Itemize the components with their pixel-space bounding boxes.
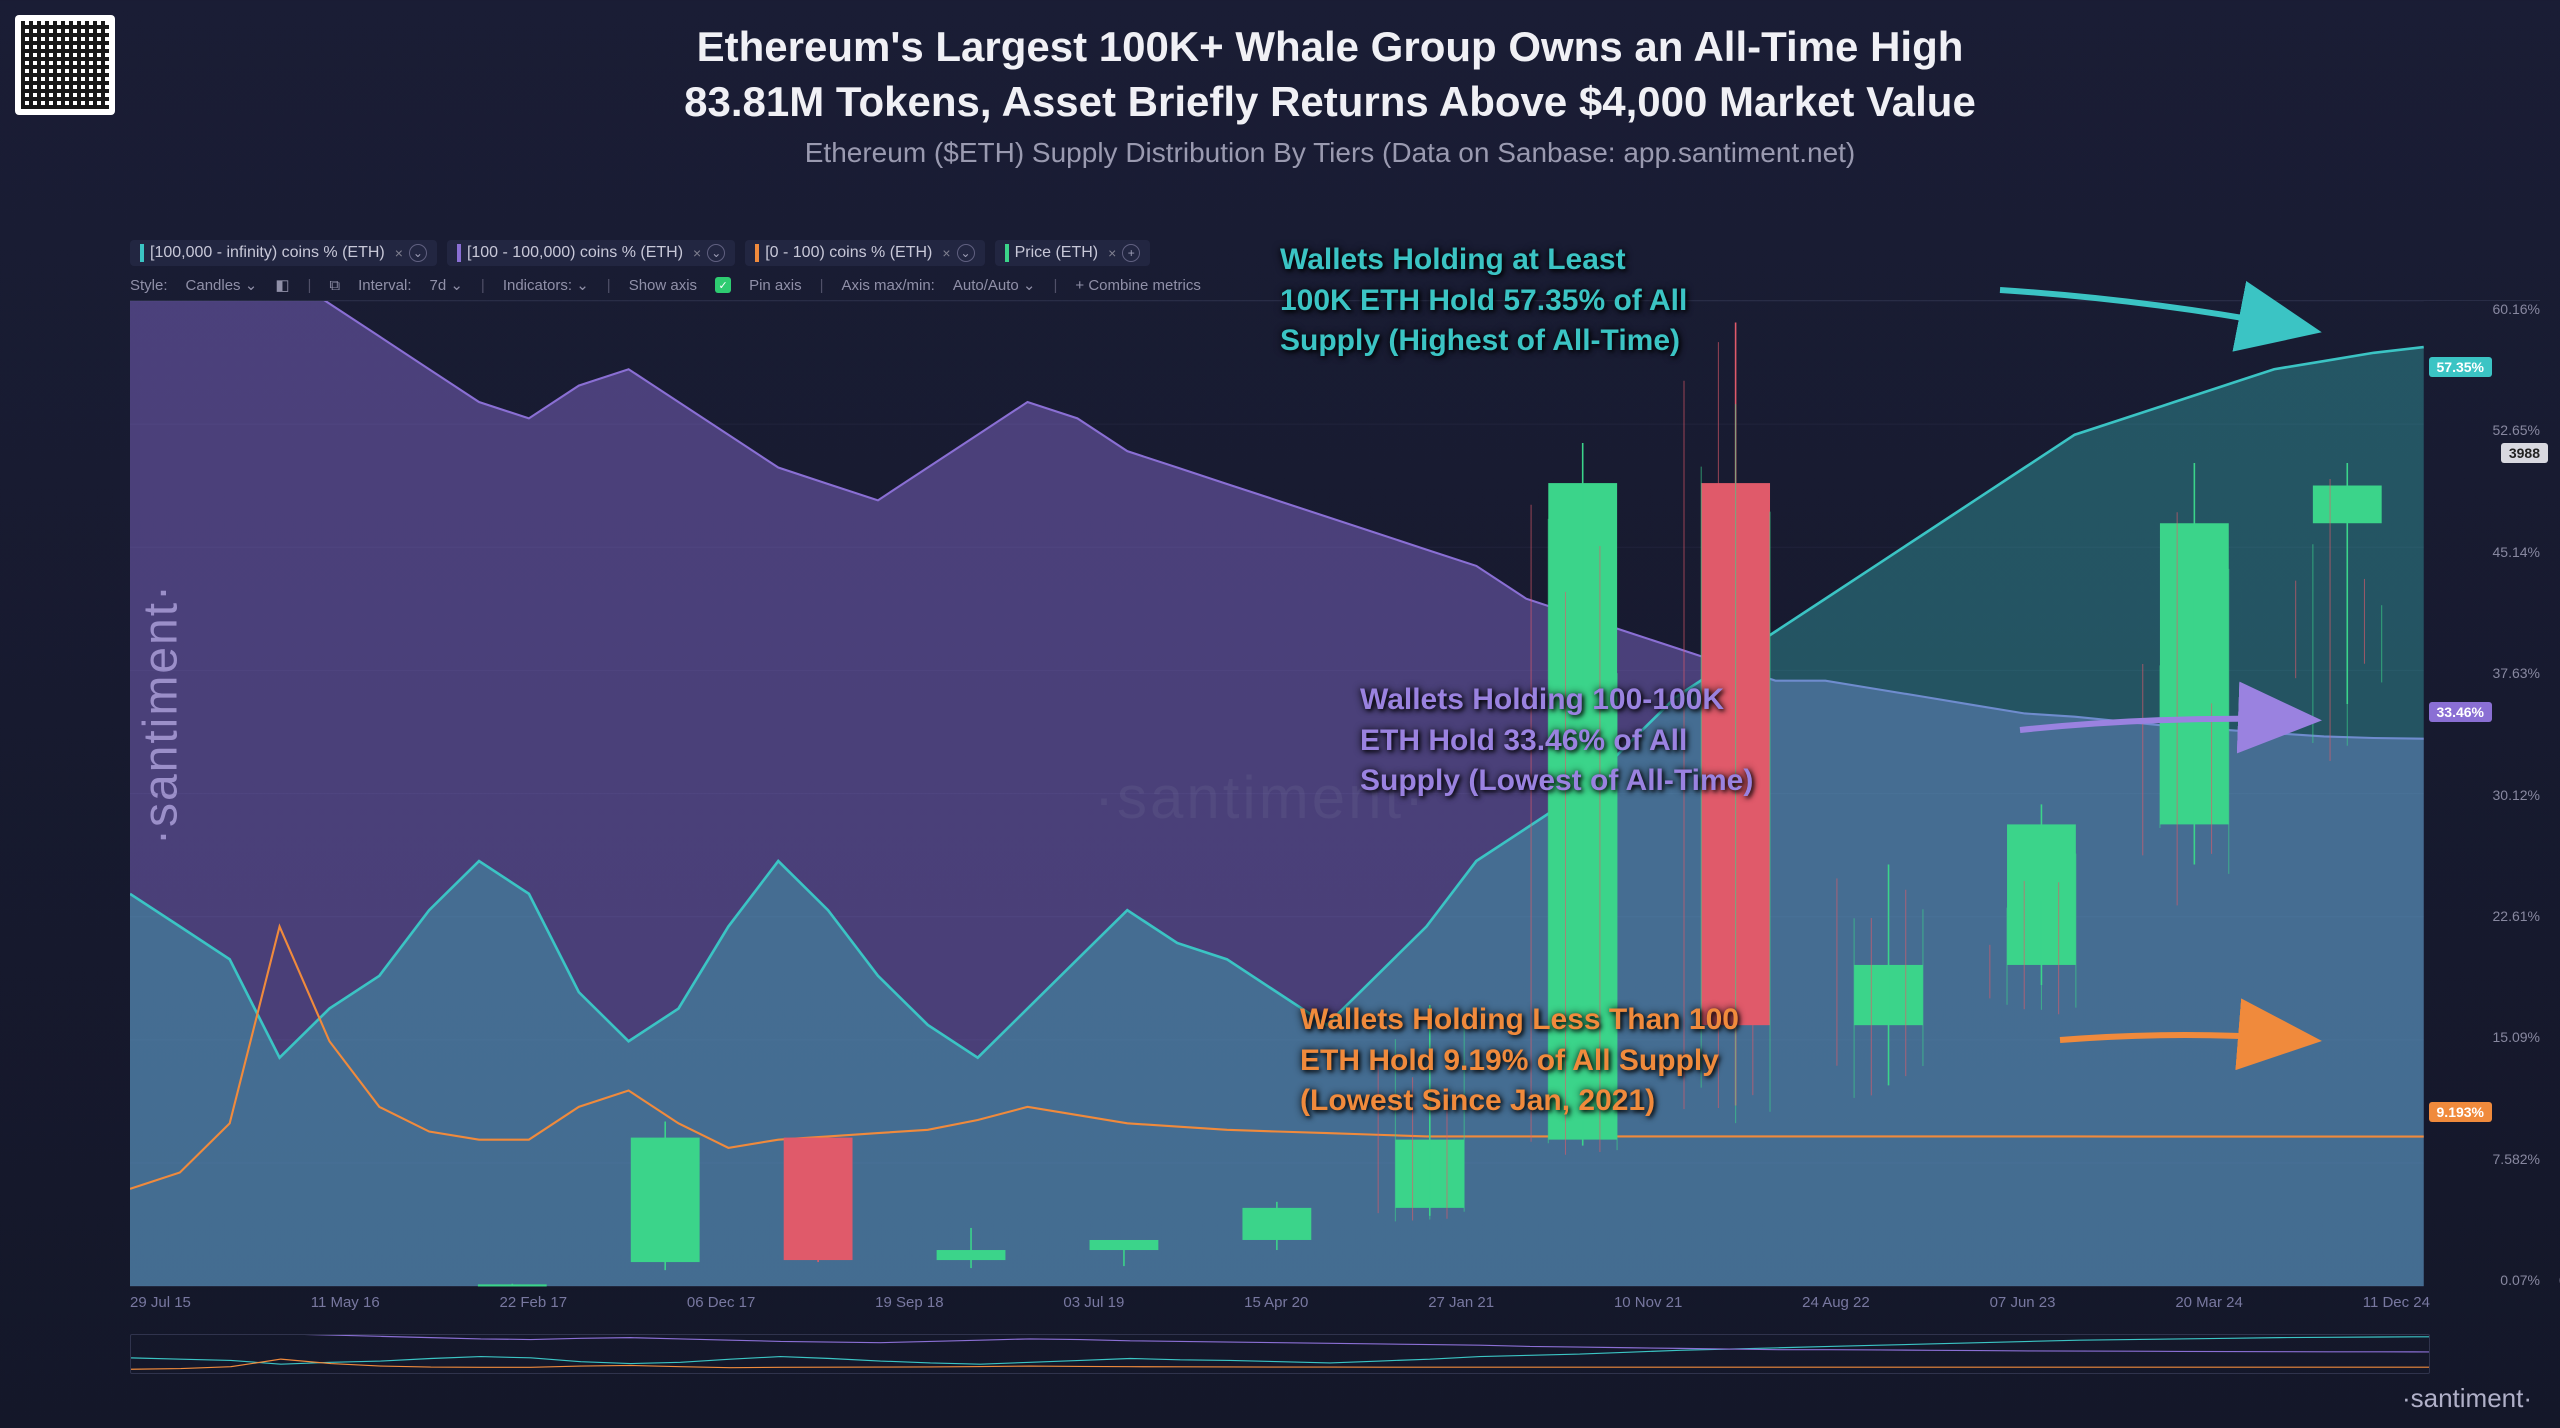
title-line-1: Ethereum's Largest 100K+ Whale Group Own… <box>140 20 2520 75</box>
swatch-icon <box>140 244 144 262</box>
badge-tier2: 33.46% <box>2429 702 2492 722</box>
expand-icon[interactable]: + <box>1122 244 1140 262</box>
swatch-icon <box>755 244 759 262</box>
annotation-tier2: Wallets Holding 100-100KETH Hold 33.46% … <box>1360 680 1753 802</box>
chart-container: [100,000 - infinity) coins % (ETH) × ⌄ [… <box>130 240 2540 1398</box>
title-line-2: 83.81M Tokens, Asset Briefly Returns Abo… <box>140 75 2520 130</box>
axis-minmax-label: Axis max/min: <box>842 277 935 294</box>
style-label: Style: <box>130 277 168 294</box>
close-icon[interactable]: × <box>693 245 701 261</box>
legend-label: [100 - 100,000) coins % (ETH) <box>467 244 683 262</box>
legend-label: [100,000 - infinity) coins % (ETH) <box>150 244 385 262</box>
expand-icon[interactable]: ⌄ <box>707 244 725 262</box>
close-icon[interactable]: × <box>395 245 403 261</box>
expand-icon[interactable]: ⌄ <box>957 244 975 262</box>
annotation-tier3: Wallets Holding Less Than 100ETH Hold 9.… <box>1300 1000 1739 1122</box>
legend-label: [0 - 100) coins % (ETH) <box>765 244 932 262</box>
y-axis-price: 49074294368030672453184012276130.417 <box>2546 301 2560 1288</box>
brand-bottom-right: ·santiment· <box>2402 1383 2532 1414</box>
subtitle: Ethereum ($ETH) Supply Distribution By T… <box>140 137 2520 169</box>
legend-label: Price (ETH) <box>1015 244 1099 262</box>
combine-metrics-button[interactable]: + Combine metrics <box>1075 277 1200 294</box>
legend-item-tier1[interactable]: [100,000 - infinity) coins % (ETH) × ⌄ <box>130 240 437 266</box>
badge-tier3: 9.193% <box>2429 1102 2492 1122</box>
interval-dropdown[interactable]: 7d ⌄ <box>429 276 462 294</box>
indicators-dropdown[interactable]: Indicators: ⌄ <box>503 276 589 294</box>
interval-icon: ⧉ <box>329 277 340 294</box>
style-dropdown[interactable]: Candles ⌄ <box>186 276 258 294</box>
legend-item-price[interactable]: Price (ETH) × + <box>995 240 1151 266</box>
header: Ethereum's Largest 100K+ Whale Group Own… <box>0 0 2560 179</box>
pin-axis-button[interactable]: Pin axis <box>749 277 802 294</box>
plot-area[interactable]: ·santiment· 60.16%52.65%45.14%37.63%30.1… <box>130 300 2540 1328</box>
legend-item-tier2[interactable]: [100 - 100,000) coins % (ETH) × ⌄ <box>447 240 735 266</box>
qr-code <box>15 15 115 115</box>
swatch-icon <box>457 244 461 262</box>
show-axis-checkbox[interactable]: ✓ <box>715 277 731 293</box>
annotation-tier1: Wallets Holding at Least100K ETH Hold 57… <box>1280 240 1687 362</box>
close-icon[interactable]: × <box>1108 245 1116 261</box>
close-icon[interactable]: × <box>942 245 950 261</box>
swatch-icon <box>1005 244 1009 262</box>
badge-tier1: 57.35% <box>2429 357 2492 377</box>
badge-price: 3988 <box>2501 443 2548 463</box>
interval-label: Interval: <box>358 277 411 294</box>
legend-item-tier3[interactable]: [0 - 100) coins % (ETH) × ⌄ <box>745 240 984 266</box>
show-axis-label: Show axis <box>629 277 697 294</box>
x-axis: 29 Jul 1511 May 1622 Feb 1706 Dec 1719 S… <box>130 1294 2430 1328</box>
visibility-toggle[interactable]: ◧ <box>275 276 289 294</box>
minimap[interactable] <box>130 1334 2430 1374</box>
axis-minmax-dropdown[interactable]: Auto/Auto ⌄ <box>953 276 1036 294</box>
expand-icon[interactable]: ⌄ <box>409 244 427 262</box>
